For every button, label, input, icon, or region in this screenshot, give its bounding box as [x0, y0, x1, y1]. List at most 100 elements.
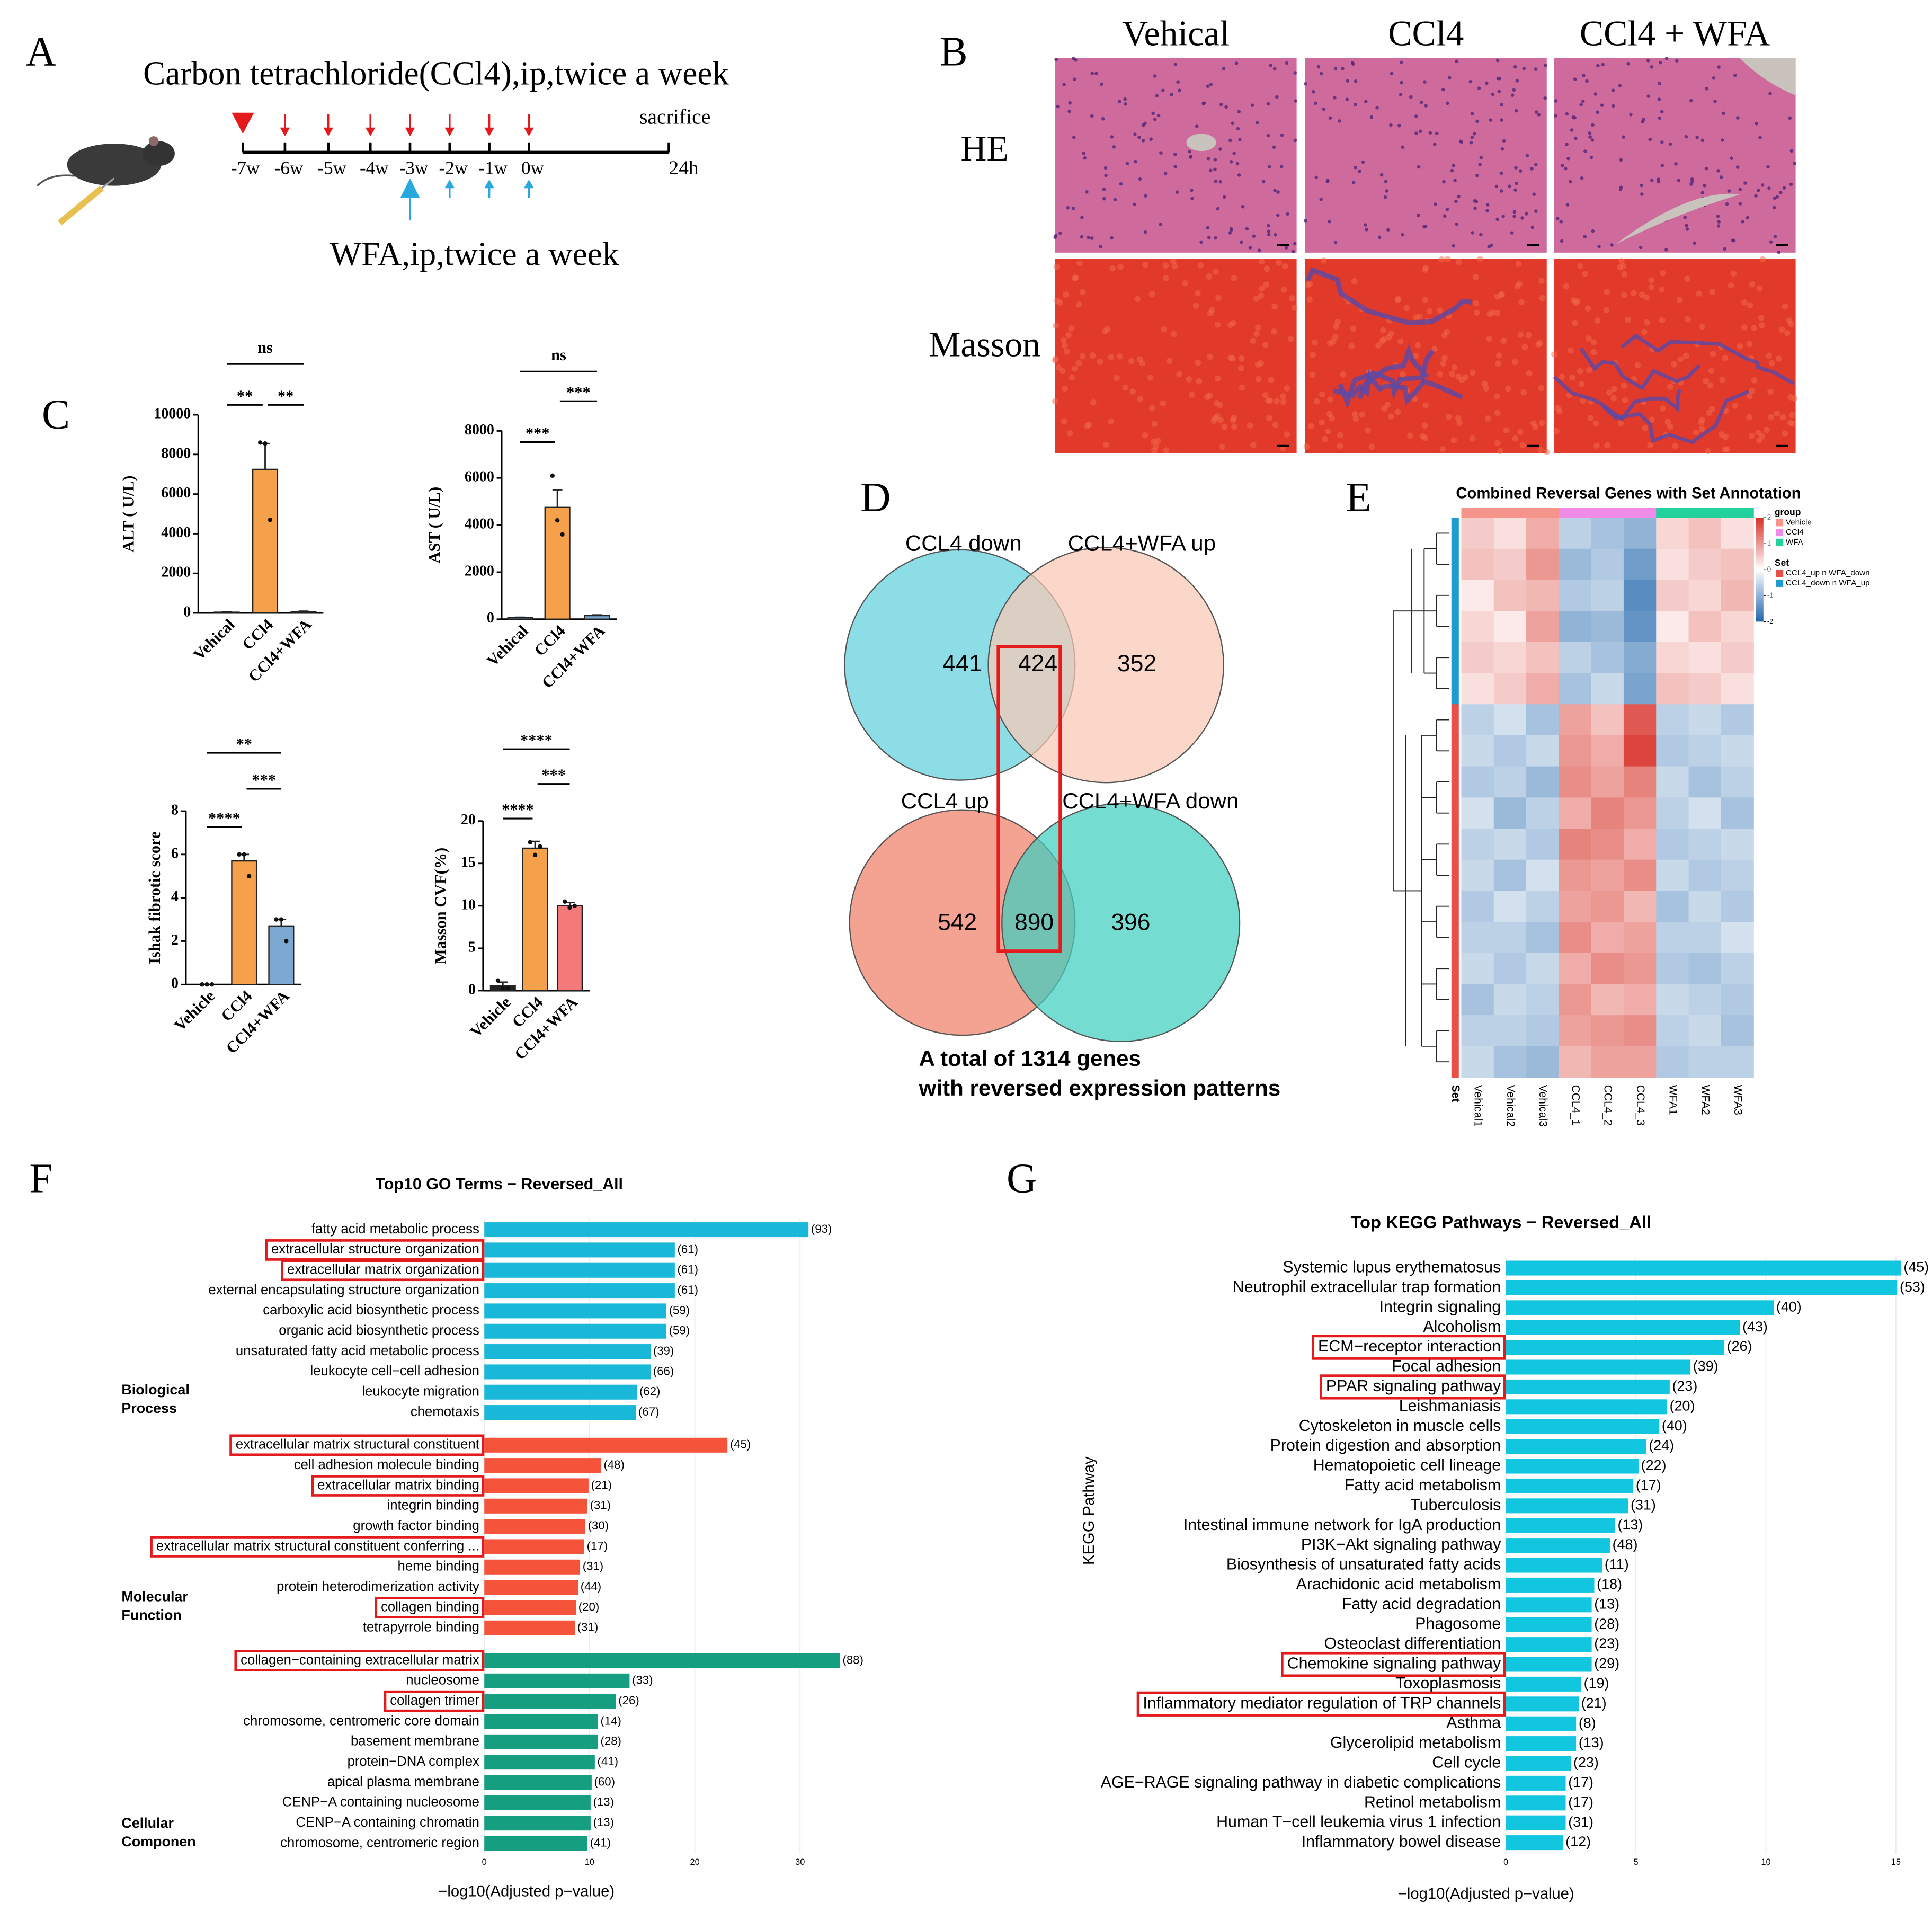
- heatmap-cell: [1591, 1015, 1624, 1047]
- tissue-fiber: [1659, 317, 1666, 324]
- nucleus: [1155, 94, 1159, 97]
- x-tick-label: 0: [482, 1857, 487, 1867]
- nucleus: [1354, 79, 1358, 83]
- tissue-fiber: [1076, 260, 1083, 266]
- x-tick-label: Vehical: [483, 621, 531, 670]
- tissue-fiber: [1351, 411, 1358, 417]
- tissue-fiber: [1495, 360, 1501, 367]
- nucleus: [1495, 58, 1500, 63]
- tissue-fiber: [1511, 359, 1518, 366]
- bar: [484, 1323, 666, 1339]
- mouse-body: [67, 144, 162, 186]
- tissue-fiber: [1397, 338, 1404, 345]
- tissue-fiber: [1313, 398, 1320, 405]
- bar-count-label: (66): [653, 1364, 674, 1377]
- data-point: [495, 978, 501, 983]
- tissue-fiber: [1332, 333, 1339, 340]
- nucleus: [1498, 76, 1501, 81]
- tissue-fiber: [1500, 337, 1507, 344]
- x-tick-label: Vehicle: [467, 993, 514, 1041]
- tissue-fiber: [1741, 324, 1748, 331]
- tissue-fiber: [1250, 337, 1257, 344]
- tissue-fiber: [1421, 422, 1428, 429]
- bar-count-label: (48): [1613, 1536, 1638, 1552]
- nucleus: [1469, 140, 1473, 145]
- nucleus: [1100, 82, 1103, 86]
- timeline-tick-label: -1w: [478, 157, 508, 178]
- nucleus: [1142, 123, 1145, 127]
- bar: [484, 1498, 587, 1514]
- bar-count-label: (45): [730, 1438, 751, 1451]
- nucleus: [1445, 207, 1449, 211]
- nucleus: [1788, 116, 1792, 120]
- heatmap-cell: [1688, 891, 1722, 922]
- nucleus: [1477, 86, 1481, 90]
- heatmap-cell: [1559, 642, 1592, 674]
- heatmap-cell: [1623, 673, 1657, 705]
- nucleus: [1090, 114, 1094, 118]
- nucleus: [1219, 102, 1223, 106]
- tissue-fiber: [1394, 408, 1401, 415]
- nucleus: [1245, 227, 1249, 231]
- nucleus: [1693, 241, 1697, 245]
- heatmap-cell: [1591, 642, 1624, 674]
- tissue-fiber: [1441, 332, 1448, 339]
- data-point: [284, 939, 289, 944]
- y-axis-label: Ishak fibrotic score: [146, 831, 164, 964]
- nucleus: [1479, 233, 1483, 237]
- tissue-fiber: [1730, 270, 1737, 277]
- bar: [484, 1580, 578, 1595]
- tissue-fiber: [1659, 270, 1666, 277]
- highlight-box: [281, 1259, 485, 1282]
- nucleus: [1272, 67, 1277, 71]
- tissue-fiber: [1445, 256, 1451, 263]
- nucleus: [1736, 116, 1740, 120]
- bar: [1506, 1815, 1566, 1830]
- x-tick-label: 30: [795, 1857, 805, 1867]
- y-tick-label: 2000: [161, 564, 191, 581]
- tissue-fiber: [1494, 440, 1501, 447]
- group-label: Function: [121, 1607, 181, 1623]
- tissue-fiber: [1519, 442, 1526, 449]
- nucleus: [1499, 189, 1503, 193]
- bar-count-label: (19): [1584, 1675, 1609, 1691]
- heatmap-cell: [1688, 859, 1722, 892]
- nucleus: [1494, 184, 1499, 189]
- nucleus: [1384, 180, 1388, 183]
- bar-count-label: (20): [1670, 1398, 1695, 1413]
- tissue-fiber: [1250, 442, 1257, 448]
- nucleus: [1214, 236, 1217, 240]
- group-annotation: [1461, 508, 1494, 518]
- heatmap-cell: [1461, 984, 1494, 1016]
- nucleus: [1214, 179, 1218, 183]
- nucleus: [1727, 189, 1731, 193]
- x-axis-label: −log10(Adjusted p−value): [438, 1883, 615, 1900]
- nucleus: [1241, 204, 1245, 209]
- heatmap-cell: [1493, 1046, 1527, 1078]
- nucleus: [1515, 181, 1518, 185]
- tissue-fiber: [1535, 341, 1542, 348]
- histology-image: [1303, 256, 1550, 456]
- bar: [484, 1816, 591, 1831]
- tissue-fiber: [1253, 331, 1260, 337]
- nucleus: [1229, 228, 1233, 232]
- data-point: [528, 840, 532, 844]
- nucleus: [1773, 235, 1777, 238]
- panel-label: A: [26, 28, 56, 75]
- tissue-fiber: [1262, 342, 1269, 348]
- y-axis-label: AST ( U/L): [425, 487, 443, 564]
- nucleus: [1566, 156, 1570, 161]
- nucleus: [1543, 96, 1547, 100]
- tissue-fiber: [1451, 364, 1458, 371]
- legend-label: Vehicle: [1786, 518, 1812, 527]
- tissue-fiber: [1582, 271, 1588, 277]
- bar-count-label: (13): [1617, 1517, 1643, 1533]
- tissue-fiber: [1206, 273, 1213, 280]
- category-label: CENP−A containing nucleosome: [282, 1795, 479, 1810]
- tissue-fiber: [1642, 424, 1649, 431]
- tissue-fiber: [1775, 355, 1782, 362]
- nucleus: [1441, 87, 1445, 92]
- legend-swatch: [1776, 538, 1784, 546]
- nucleus: [1422, 225, 1426, 229]
- heatmap-cell: [1526, 548, 1560, 581]
